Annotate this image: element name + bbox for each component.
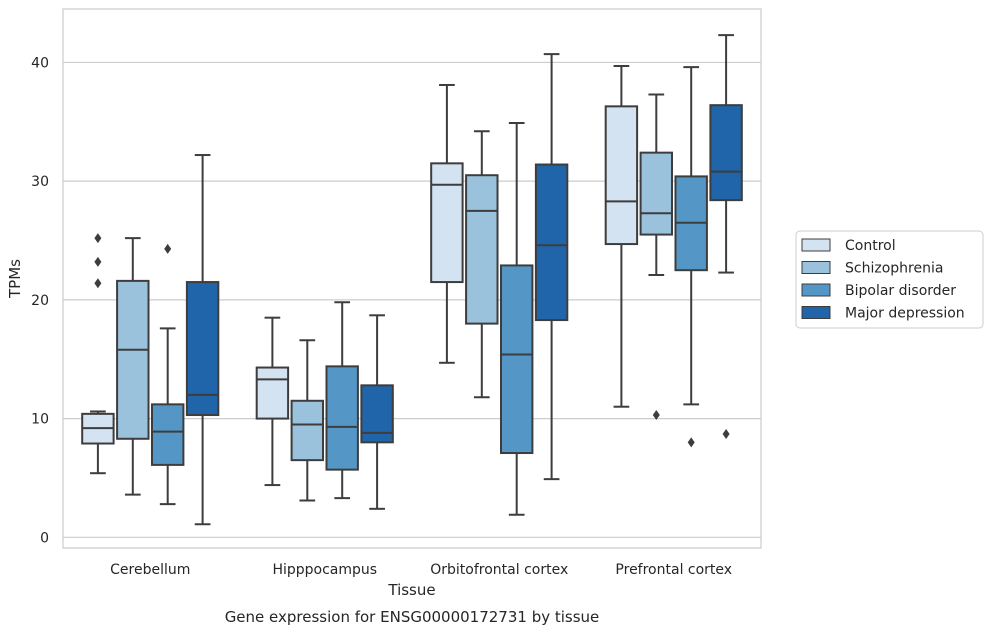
outlier-point bbox=[652, 410, 660, 421]
box-2-1 bbox=[465, 130, 499, 399]
box-1-3 bbox=[360, 314, 394, 510]
outlier-point bbox=[722, 429, 730, 440]
box-iqr bbox=[430, 162, 464, 284]
chart-caption: Gene expression for ENSG00000172731 by t… bbox=[225, 608, 600, 626]
legend-swatch bbox=[801, 283, 831, 297]
y-tick-labels: 0 10 20 30 40 bbox=[31, 55, 49, 546]
outlier-point bbox=[94, 256, 102, 267]
plot-frame bbox=[62, 8, 762, 549]
legend-label: Schizophrenia bbox=[845, 261, 943, 277]
box-iqr bbox=[709, 104, 743, 202]
box-iqr bbox=[604, 105, 639, 246]
box-3-2 bbox=[674, 66, 708, 448]
x-tick-label: Prefrontal cortex bbox=[615, 562, 732, 578]
outlier-point bbox=[94, 233, 102, 244]
box-0-1 bbox=[116, 237, 150, 496]
box-0-0 bbox=[81, 233, 115, 475]
legend-label: Major depression bbox=[845, 306, 965, 322]
outlier-point bbox=[164, 243, 172, 254]
y-tick-label: 30 bbox=[31, 174, 49, 190]
box-iqr bbox=[185, 281, 220, 417]
box-iqr bbox=[534, 163, 569, 322]
box-1-1 bbox=[290, 339, 325, 502]
box-0-2 bbox=[150, 243, 185, 506]
x-tick-label: Orbitofrontal cortex bbox=[430, 562, 568, 578]
box-iqr bbox=[499, 264, 534, 455]
y-tick-label: 0 bbox=[40, 530, 49, 546]
box-1-2 bbox=[325, 301, 359, 500]
box-0-3 bbox=[185, 154, 220, 526]
x-tick-labels: Cerebellum Hipppocampus Orbitofrontal cort… bbox=[110, 562, 732, 578]
box-3-0 bbox=[604, 64, 639, 408]
x-tick-label: Cerebellum bbox=[110, 562, 190, 578]
box-iqr bbox=[116, 279, 150, 440]
outlier-point bbox=[94, 278, 102, 289]
box-3-3 bbox=[709, 34, 743, 440]
legend-label: Control bbox=[845, 238, 896, 254]
legend-swatch bbox=[801, 261, 831, 274]
box-iqr bbox=[465, 174, 499, 325]
legend-swatch bbox=[801, 238, 831, 252]
box-2-3 bbox=[534, 53, 569, 481]
y-tick-label: 10 bbox=[31, 412, 49, 428]
box-2-0 bbox=[430, 83, 464, 364]
box-iqr bbox=[150, 403, 185, 466]
box-1-0 bbox=[255, 316, 290, 487]
x-tick-label: Hipppocampus bbox=[272, 562, 377, 578]
box-2-2 bbox=[499, 121, 534, 516]
y-tick-label: 20 bbox=[31, 293, 49, 309]
legend-swatch bbox=[801, 306, 831, 319]
legend-label: Bipolar disorder bbox=[845, 283, 956, 299]
box-groups bbox=[81, 34, 743, 526]
box-3-1 bbox=[639, 93, 674, 421]
legend: Control Schizophrenia Bipolar disorder Majo… bbox=[795, 230, 984, 329]
y-tick-label: 40 bbox=[31, 55, 49, 71]
y-axis-label: TPMs bbox=[6, 259, 24, 299]
box-iqr bbox=[290, 399, 325, 462]
box-iqr bbox=[255, 366, 290, 420]
legend-frame bbox=[795, 230, 984, 329]
box-iqr bbox=[639, 151, 674, 236]
outlier-point bbox=[687, 437, 695, 448]
box-iqr bbox=[325, 365, 359, 471]
x-axis-label: Tissue bbox=[387, 581, 435, 599]
